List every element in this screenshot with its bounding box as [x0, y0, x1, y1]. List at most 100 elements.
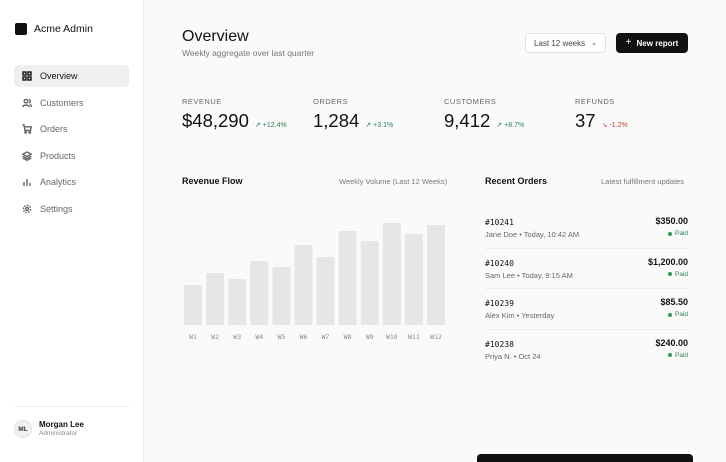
recent-orders-title: Recent Orders: [485, 176, 548, 186]
tick-label-w7: W7: [322, 333, 330, 341]
list-item[interactable]: #10238 Priya N. • Oct 24 $240.00 Paid: [485, 330, 688, 371]
layers-icon: [22, 150, 32, 161]
tick-label-w9: W9: [366, 333, 374, 341]
user-profile[interactable]: ML Morgan Lee Administrator: [14, 406, 129, 438]
user-name: Morgan Lee: [39, 420, 84, 429]
list-item[interactable]: #10239 Alex Kim • Yesterday $85.50 Paid: [485, 289, 688, 330]
order-amount: $1,200.00: [647, 256, 688, 267]
stat-orders: Orders 1,284 ↗ +3.1%: [313, 97, 393, 132]
bar-w9[interactable]: [360, 241, 379, 325]
bar-w12[interactable]: [427, 225, 445, 325]
status-dot-icon: [667, 272, 672, 276]
sidebar-nav: Overview Customers Orders Products Analy…: [14, 65, 129, 224]
date-range-select[interactable]: Last 12 weeks ⌄: [525, 33, 606, 53]
tick-label-w2: W2: [211, 333, 219, 341]
stat-revenue: Revenue $48,290 ↗ +12.4%: [182, 97, 287, 132]
stat-change-value: -1.2%: [609, 121, 628, 129]
tick-label-w11: W11: [408, 333, 420, 341]
chart-title: Revenue Flow: [182, 176, 243, 186]
trend-up-icon: ↗: [496, 122, 503, 129]
trend-up-icon: ↗: [365, 122, 372, 129]
order-meta: Alex Kim • Yesterday: [485, 311, 555, 320]
sidebar-item-label: Customers: [40, 97, 84, 108]
brand[interactable]: Acme Admin: [15, 23, 93, 35]
recent-orders-list: #10241 Jane Doe • Today, 10:42 AM $350.0…: [485, 208, 688, 370]
chevron-down-icon: ⌄: [591, 40, 597, 47]
bar-w5[interactable]: [272, 267, 291, 325]
stat-value: $48,290: [182, 110, 249, 131]
tick-label-w1: W1: [189, 333, 197, 341]
order-id: #10241: [485, 218, 514, 227]
bar-w2[interactable]: [206, 273, 225, 325]
status-label: Paid: [674, 230, 688, 237]
stat-label: Refunds: [575, 97, 615, 106]
stat-label: Orders: [313, 97, 349, 106]
stat-value: 9,412: [444, 110, 491, 131]
status-badge: Paid: [667, 351, 688, 359]
tick-label-w5: W5: [277, 333, 285, 341]
tick-label-w8: W8: [344, 333, 352, 341]
order-amount: $85.50: [660, 297, 688, 307]
stat-change: ↗ +3.1%: [365, 121, 394, 130]
stat-change-value: +12.4%: [262, 121, 287, 129]
status-dot-icon: [667, 312, 672, 317]
sidebar-item-label: Overview: [40, 71, 78, 81]
date-range-value: Last 12 weeks: [533, 38, 586, 48]
bar-w10[interactable]: [382, 223, 401, 325]
bar-w3[interactable]: [228, 279, 247, 325]
bar-w6[interactable]: [294, 245, 313, 325]
sidebar-item-settings[interactable]: Settings: [14, 198, 129, 220]
trend-down-icon: ↘: [601, 122, 608, 129]
stat-change: ↘ -1.2%: [601, 121, 628, 130]
order-meta: Sam Lee • Today, 9:15 AM: [485, 270, 573, 280]
page-title: Overview: [182, 28, 249, 45]
stat-label: Customers: [444, 97, 497, 106]
sidebar-item-label: Analytics: [40, 177, 77, 187]
status-label: Paid: [674, 351, 688, 359]
sidebar-item-orders[interactable]: Orders: [14, 118, 129, 140]
revenue-bar-chart: W1 W2 W3 W4 W5 W6 W7 W8 W9 W10 W11 W12: [184, 223, 445, 341]
sidebar-item-analytics[interactable]: Analytics: [14, 171, 129, 193]
stat-change-value: +8.7%: [504, 121, 525, 129]
order-id: #10238: [485, 339, 514, 349]
bar-w4[interactable]: [250, 261, 269, 325]
list-item[interactable]: #10241 Jane Doe • Today, 10:42 AM $350.0…: [485, 208, 688, 249]
bar-w11[interactable]: [404, 234, 423, 325]
sidebar-item-label: Settings: [40, 203, 73, 214]
plus-icon: +: [625, 37, 632, 48]
recent-orders-subtitle: Latest fulfillment updates: [601, 177, 684, 186]
status-badge: Paid: [667, 311, 688, 318]
order-amount: $240.00: [655, 337, 688, 348]
new-report-label: New report: [636, 38, 679, 48]
order-meta: Jane Doe • Today, 10:42 AM: [485, 230, 580, 239]
status-badge: Paid: [667, 230, 688, 237]
tick-label-w10: W10: [386, 333, 398, 341]
stat-change: ↗ +8.7%: [496, 121, 525, 130]
tick-label-w3: W3: [233, 333, 241, 341]
toast-bar: [477, 454, 693, 462]
chart-subtitle: Weekly Volume (Last 12 Weeks): [339, 177, 448, 186]
order-amount: $350.00: [655, 216, 688, 226]
sidebar-item-overview[interactable]: Overview: [14, 65, 129, 87]
sidebar-item-products[interactable]: Products: [14, 145, 129, 167]
tick-label-w4: W4: [255, 333, 263, 341]
order-id: #10240: [485, 258, 514, 268]
tick-label-w6: W6: [300, 333, 308, 341]
sidebar-item-label: Orders: [40, 124, 68, 134]
list-item[interactable]: #10240 Sam Lee • Today, 9:15 AM $1,200.0…: [485, 249, 688, 289]
grid-icon: [22, 71, 32, 81]
brand-name: Acme Admin: [34, 23, 93, 35]
stat-change-value: +3.1%: [373, 121, 394, 129]
bar-w7[interactable]: [316, 257, 335, 325]
sidebar-item-customers[interactable]: Customers: [14, 92, 129, 114]
status-dot-icon: [667, 231, 672, 236]
stat-refunds: Refunds 37 ↘ -1.2%: [575, 97, 628, 132]
avatar: ML: [14, 420, 32, 438]
sidebar-item-label: Products: [40, 150, 76, 161]
bar-chart-icon: [22, 177, 32, 187]
bar-w1[interactable]: [184, 285, 202, 325]
user-role: Administrator: [39, 430, 78, 437]
bar-w8[interactable]: [338, 231, 357, 325]
status-badge: Paid: [667, 271, 688, 278]
new-report-button[interactable]: + New report: [616, 33, 688, 53]
